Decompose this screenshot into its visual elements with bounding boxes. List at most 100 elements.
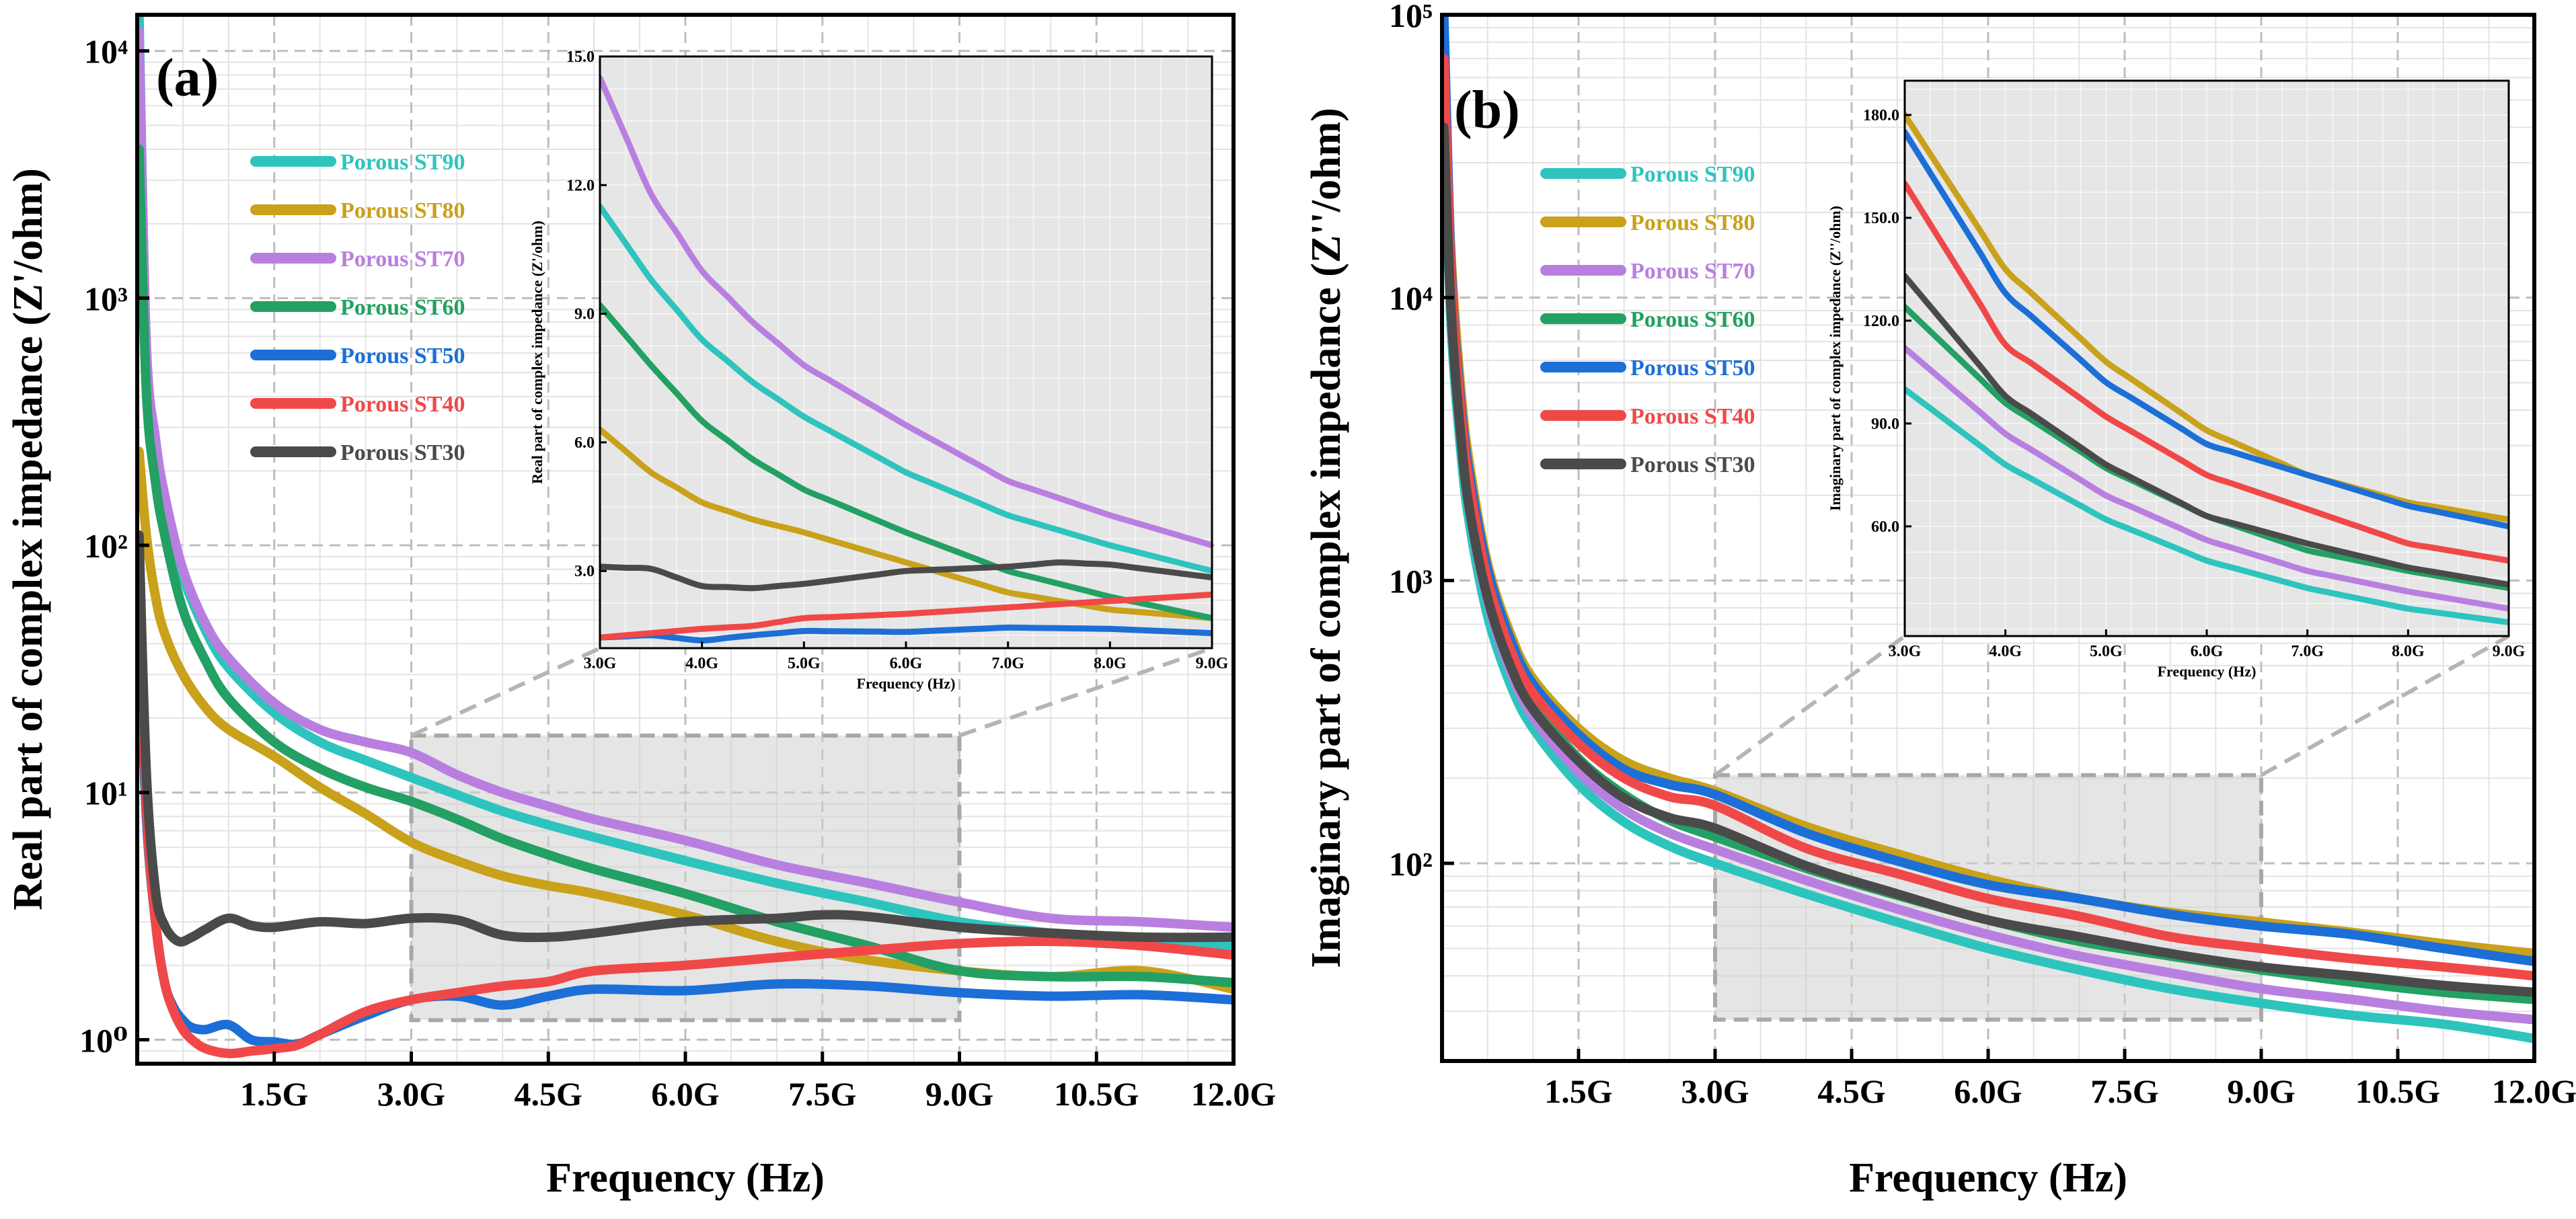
inset-series-line-porous-st90 <box>600 203 1212 574</box>
series-line-porous-st60 <box>137 145 1234 988</box>
legend-item: Porous ST70 <box>250 247 465 272</box>
x-tick-label: 10.5G <box>2355 1072 2440 1110</box>
inset-y-tick-label: 60.0 <box>1871 518 1899 536</box>
inset-series-line-porous-st30 <box>600 559 1212 592</box>
legend-label: Porous ST30 <box>340 440 465 465</box>
inset-chart: 3.0G 4.0G 5.0G 6.0G 7.0G 8.0G 9.0G 3.0 6.0 9.0 12.… <box>529 48 1229 692</box>
legend-item: Porous ST30 <box>1540 453 1755 477</box>
x-tick-label: 4.5G <box>515 1075 582 1113</box>
legend: Porous ST90 Porous ST80 Porous ST70 Porous … <box>250 150 465 465</box>
legend-item: Porous ST70 <box>1540 259 1755 284</box>
x-tick-label: 3.0G <box>377 1075 445 1113</box>
series-line-porous-st30 <box>1442 122 2534 997</box>
inset-series-line-porous-st30 <box>1905 273 2509 588</box>
inset-y-tick-label: 12.0 <box>566 177 595 194</box>
legend-item: Porous ST80 <box>1540 210 1755 235</box>
x-tick-label: 9.0G <box>2227 1072 2295 1110</box>
series-line-porous-st40 <box>137 551 1234 1058</box>
legend-item: Porous ST50 <box>250 344 465 368</box>
inset-x-tick-label: 3.0G <box>584 655 617 672</box>
zoom-connector-line <box>958 646 1213 738</box>
series-lines <box>137 15 1234 1058</box>
y-tick-label: 10⁵ <box>1389 0 1433 34</box>
inset-y-tick-label: 120.0 <box>1863 313 1899 330</box>
inset-series-line-porous-st60 <box>600 302 1212 621</box>
inset-y-tick-label: 180.0 <box>1863 107 1899 124</box>
legend-label: Porous ST50 <box>340 344 465 368</box>
legend-item: Porous ST40 <box>250 392 465 417</box>
inset-y-tick-label: 9.0 <box>574 306 595 323</box>
y-tick-label: 10¹ <box>84 775 128 812</box>
inset-y-tick-label: 90.0 <box>1871 416 1899 433</box>
x-tick-label: 9.0G <box>925 1075 993 1113</box>
inset-x-tick-label: 7.0G <box>2291 643 2324 660</box>
x-tick-label: 7.5G <box>2090 1072 2158 1110</box>
series-lines <box>1442 15 2534 1044</box>
legend-item: Porous ST80 <box>250 198 465 223</box>
legend-label: Porous ST50 <box>1630 356 1755 381</box>
x-tick-label: 12.0G <box>1191 1075 1276 1113</box>
panel-b-chart: 1.5G 3.0G 4.5G 6.0G 7.5G 9.0G 10.5G 12.0G 10² 10³… <box>1303 0 2576 1201</box>
panel-label: (b) <box>1454 81 1520 140</box>
inset-series-line-porous-st90 <box>1905 386 2509 626</box>
x-tick-label: 3.0G <box>1681 1072 1749 1110</box>
inset-series-line-porous-st80 <box>1905 112 2509 523</box>
panel-a-chart: 1.5G 3.0G 4.5G 6.0G 7.5G 9.0G 10.5G 12.0G 10⁰ 10¹… <box>5 13 1276 1201</box>
x-tick-label: 10.5G <box>1054 1075 1139 1113</box>
x-axis-title: Frequency (Hz) <box>546 1155 825 1201</box>
inset-x-axis-title: Frequency (Hz) <box>2158 663 2257 680</box>
y-axis-title: Imaginary part of complex impedance (Z''… <box>1303 108 1349 968</box>
inset-x-tick-label: 4.0G <box>1989 643 2022 660</box>
legend-label: Porous ST40 <box>340 392 465 417</box>
inset-y-tick-label: 6.0 <box>574 434 595 452</box>
legend-label: Porous ST70 <box>1630 259 1755 284</box>
y-tick-label: 10⁴ <box>84 33 128 71</box>
x-tick-label: 7.5G <box>788 1075 856 1113</box>
legend-item: Porous ST60 <box>1540 307 1755 332</box>
legend-item: Porous ST60 <box>250 295 465 320</box>
y-tick-label: 10² <box>1389 845 1433 883</box>
inset-x-tick-label: 8.0G <box>1094 655 1127 672</box>
x-tick-label: 1.5G <box>1544 1072 1612 1110</box>
inset-x-axis-title: Frequency (Hz) <box>857 675 956 692</box>
legend-label: Porous ST70 <box>340 247 465 272</box>
legend-item: Porous ST90 <box>1540 162 1755 187</box>
legend-label: Porous ST60 <box>340 295 465 320</box>
inset-series-lines <box>1905 112 2509 626</box>
legend-item: Porous ST90 <box>250 150 465 175</box>
legend-item: Porous ST50 <box>1540 356 1755 381</box>
inset-y-axis-title: Imaginary part of complex impedance (Z''… <box>1827 206 1844 511</box>
series-line-porous-st30 <box>137 530 1234 947</box>
series-line-porous-st70 <box>137 26 1234 933</box>
legend-label: Porous ST90 <box>340 150 465 175</box>
x-tick-label: 6.0G <box>1954 1072 2022 1110</box>
inset-chart: 3.0G 4.0G 5.0G 6.0G 7.0G 8.0G 9.0G 60.0 90.0 120.… <box>1827 79 2526 680</box>
legend-label: Porous ST80 <box>1630 210 1755 235</box>
inset-x-tick-label: 8.0G <box>2392 643 2425 660</box>
legend-item: Porous ST40 <box>1540 404 1755 429</box>
legend-label: Porous ST60 <box>1630 307 1755 332</box>
inset-y-axis-title: Real part of complex impedance (Z'/ohm) <box>529 221 545 484</box>
x-tick-label: 12.0G <box>2492 1072 2576 1110</box>
inset-x-tick-label: 9.0G <box>2493 643 2526 660</box>
legend-label: Porous ST30 <box>1630 453 1755 477</box>
inset-x-tick-label: 4.0G <box>685 655 718 672</box>
x-axis-title: Frequency (Hz) <box>1849 1155 2127 1201</box>
zoom-connector-line <box>1714 634 1906 777</box>
legend-item: Porous ST30 <box>250 440 465 465</box>
inset-x-tick-label: 5.0G <box>788 655 821 672</box>
x-tick-label: 6.0G <box>651 1075 719 1113</box>
y-tick-label: 10² <box>84 527 128 565</box>
inset-x-tick-label: 9.0G <box>1196 655 1229 672</box>
inset-series-line-porous-st70 <box>600 75 1212 549</box>
inset-y-tick-label: 150.0 <box>1863 210 1899 227</box>
x-tick-label: 1.5G <box>240 1075 308 1113</box>
inset-series-line-porous-st40 <box>1905 180 2509 564</box>
legend: Porous ST90 Porous ST80 Porous ST70 Porous … <box>1540 162 1755 477</box>
inset-series-line-porous-st50 <box>600 624 1212 643</box>
inset-series-line-porous-st70 <box>1905 345 2509 612</box>
inset-y-tick-label: 3.0 <box>574 563 595 580</box>
inset-x-tick-label: 6.0G <box>890 655 923 672</box>
inset-x-tick-label: 3.0G <box>1889 643 1922 660</box>
